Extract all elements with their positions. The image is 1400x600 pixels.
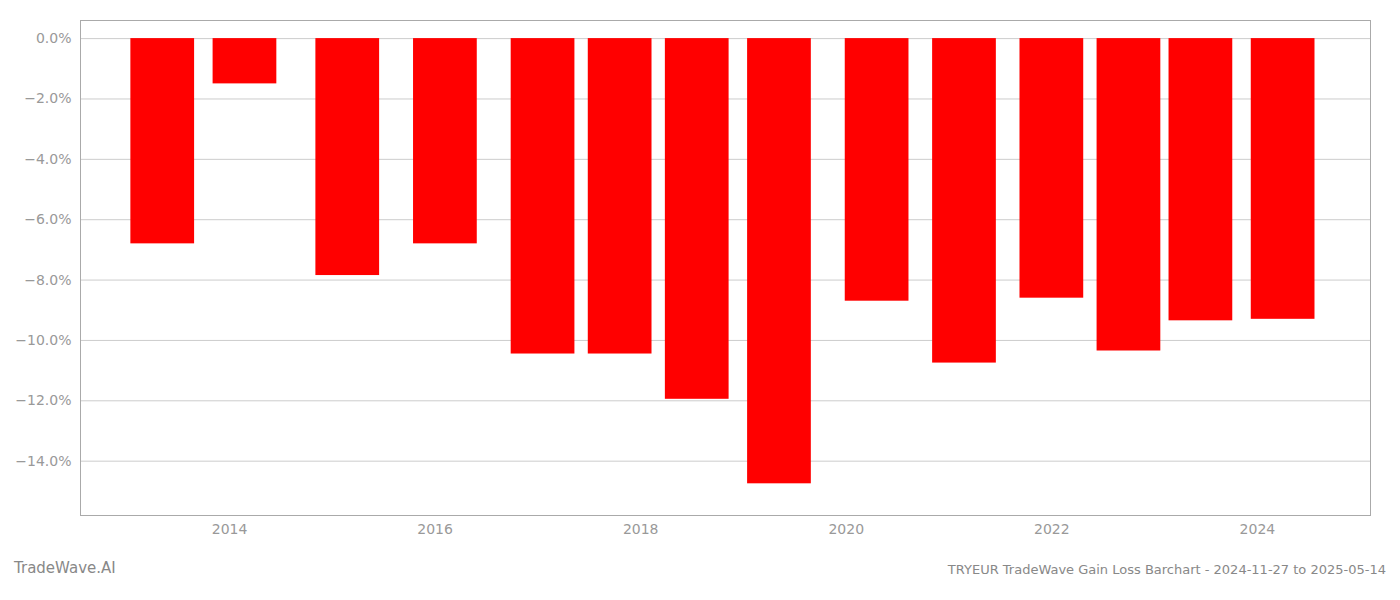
svg-text:2022: 2022 (1034, 521, 1070, 537)
svg-text:−12.0%: −12.0% (15, 392, 71, 408)
svg-text:2024: 2024 (1240, 521, 1276, 537)
svg-text:−6.0%: −6.0% (24, 211, 71, 227)
svg-text:−4.0%: −4.0% (24, 151, 71, 167)
svg-text:−14.0%: −14.0% (15, 453, 71, 469)
svg-text:2014: 2014 (212, 521, 248, 537)
svg-text:2016: 2016 (417, 521, 453, 537)
svg-text:0.0%: 0.0% (36, 30, 72, 46)
html-text:TRYEUR TradeWave Gain Loss Bar: TRYEUR TradeWave Gain Loss Barchart - 20… (947, 562, 1386, 577)
svg-text:2020: 2020 (828, 521, 864, 537)
svg-text:−10.0%: −10.0% (15, 332, 71, 348)
svg-text:−8.0%: −8.0% (24, 272, 71, 288)
svg-text:−2.0%: −2.0% (24, 90, 71, 106)
html-text:TradeWave.AI: TradeWave.AI (14, 559, 116, 577)
svg-text:2018: 2018 (623, 521, 659, 537)
